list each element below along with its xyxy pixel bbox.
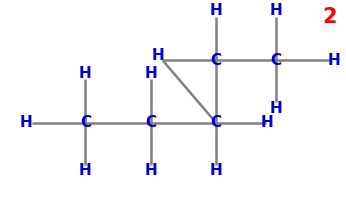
Text: H: H: [261, 115, 274, 130]
Text: 2: 2: [322, 7, 336, 27]
Text: H: H: [144, 163, 157, 178]
Text: H: H: [270, 101, 282, 116]
Text: H: H: [210, 163, 222, 178]
Text: H: H: [210, 3, 222, 18]
Text: C: C: [210, 53, 221, 68]
Text: H: H: [79, 163, 92, 178]
Text: H: H: [270, 3, 282, 18]
Text: H: H: [144, 66, 157, 81]
Text: C: C: [210, 115, 221, 130]
Text: C: C: [271, 53, 282, 68]
Text: H: H: [151, 48, 164, 63]
Text: C: C: [80, 115, 91, 130]
Text: H: H: [327, 53, 340, 68]
Text: H: H: [79, 66, 92, 81]
Text: C: C: [145, 115, 156, 130]
Text: H: H: [20, 115, 33, 130]
